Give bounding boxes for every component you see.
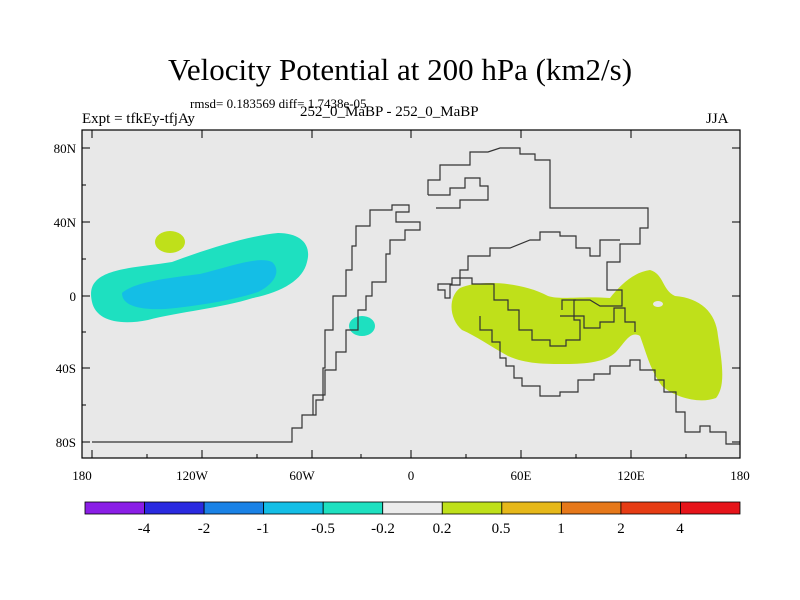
y-tick-label: 40S bbox=[56, 361, 76, 376]
x-tick-label: 180 bbox=[730, 468, 750, 483]
x-tick-label: 120E bbox=[617, 468, 645, 483]
colorbar-swatch bbox=[560, 501, 622, 515]
colorbar-swatch bbox=[382, 501, 443, 515]
coastline-americas bbox=[92, 204, 421, 443]
colorbar-label: -4 bbox=[138, 521, 151, 537]
y-tick-label: 0 bbox=[70, 289, 77, 304]
chart-title: Velocity Potential at 200 hPa (km2/s) bbox=[167, 52, 633, 87]
colorbar-swatch bbox=[84, 501, 145, 515]
y-tick-label: 40N bbox=[54, 215, 77, 230]
contour-hole bbox=[653, 301, 663, 307]
axis-ticks bbox=[82, 130, 741, 458]
contour-region-pos-small bbox=[155, 231, 185, 253]
y-tick-label: 80N bbox=[54, 141, 77, 156]
x-tick-label: 0 bbox=[408, 468, 415, 483]
colorbar-swatch bbox=[263, 501, 324, 515]
x-tick-label: 60E bbox=[511, 468, 532, 483]
contour-region-neg-small bbox=[349, 316, 375, 336]
coastlines bbox=[92, 147, 740, 445]
coastline-eurasia bbox=[427, 147, 649, 347]
colorbar-swatch bbox=[620, 501, 681, 515]
experiment-label: Expt = tfkEy-tfjAy bbox=[82, 111, 195, 127]
x-tick-label: 60W bbox=[289, 468, 315, 483]
colorbar-label: 4 bbox=[676, 521, 684, 537]
colorbar-label: -0.5 bbox=[311, 521, 335, 537]
x-tick-label: 180 bbox=[72, 468, 92, 483]
colorbar-label: 1 bbox=[557, 521, 565, 537]
coastline-africa bbox=[479, 316, 740, 445]
colorbar-labels: -4 -2 -1 -0.5 -0.2 0.2 0.5 1 2 4 bbox=[138, 521, 685, 537]
colorbar-label: -0.2 bbox=[371, 521, 395, 537]
season-label: JJA bbox=[706, 111, 729, 127]
y-tick-label: 80S bbox=[56, 435, 76, 450]
colorbar-swatch bbox=[680, 501, 741, 515]
colorbar-label: -1 bbox=[257, 521, 270, 537]
chart-subtitle: rmsd= 0.183569 diff= 1.7438e-05 bbox=[190, 96, 367, 111]
contour-region-neg-inner bbox=[122, 260, 277, 310]
colorbar-swatch bbox=[441, 501, 503, 515]
colorbar-label: -2 bbox=[198, 521, 211, 537]
coastline-arctic bbox=[428, 177, 489, 209]
colorbar-swatch bbox=[144, 501, 205, 515]
colorbar bbox=[84, 501, 741, 515]
colorbar-swatch bbox=[203, 501, 265, 515]
colorbar-swatch bbox=[322, 501, 384, 515]
x-tick-label: 120W bbox=[176, 468, 209, 483]
colorbar-label: 0.2 bbox=[433, 521, 452, 537]
coastline-australia bbox=[560, 299, 636, 332]
colorbar-label: 0.5 bbox=[492, 521, 511, 537]
colorbar-swatch bbox=[501, 501, 562, 515]
colorbar-label: 2 bbox=[617, 521, 625, 537]
case-label: 252_0_MaBP - 252_0_MaBP bbox=[300, 104, 479, 120]
